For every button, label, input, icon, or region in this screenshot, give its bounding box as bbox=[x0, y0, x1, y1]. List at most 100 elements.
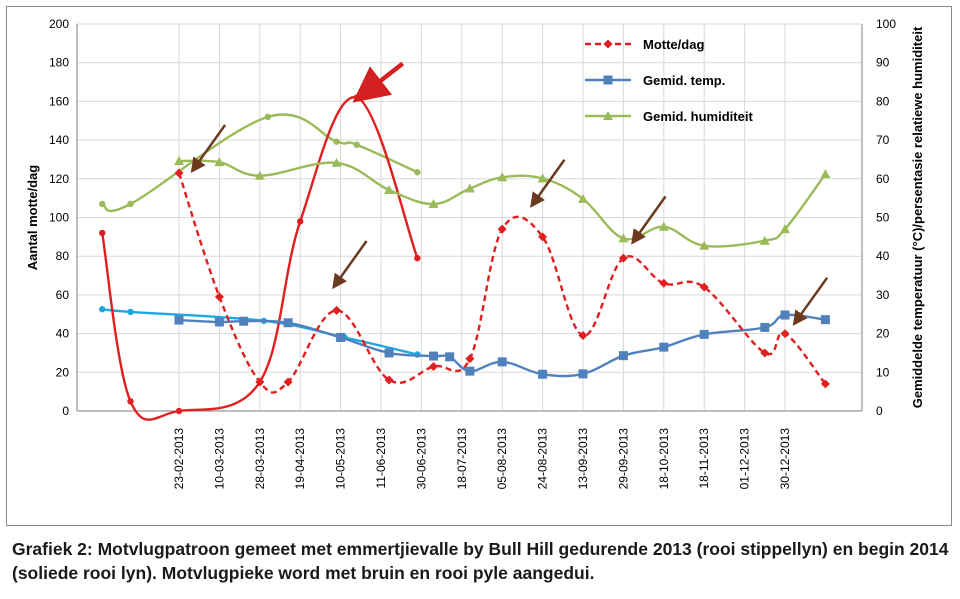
x-tick-label: 28-03-2013 bbox=[253, 428, 267, 490]
x-tick-label: 30-12-2013 bbox=[778, 428, 792, 490]
data-point bbox=[780, 310, 790, 320]
x-tick-label: 30-06-2013 bbox=[414, 428, 428, 490]
data-point bbox=[578, 193, 588, 203]
data-point bbox=[384, 375, 394, 385]
data-point bbox=[538, 369, 548, 379]
series-line bbox=[178, 159, 827, 248]
data-point bbox=[214, 317, 224, 327]
data-point bbox=[659, 342, 669, 352]
y-right-axis-title: Gemiddelde temperatuur (°C)/persentasie … bbox=[910, 26, 925, 408]
data-point bbox=[537, 173, 548, 183]
y-right-tick-label: 40 bbox=[876, 249, 890, 263]
legend-entry: Motte/dag bbox=[585, 37, 704, 52]
red-arrow bbox=[352, 61, 405, 103]
data-point bbox=[214, 157, 225, 167]
y-left-tick-label: 120 bbox=[49, 172, 69, 186]
data-point bbox=[465, 366, 475, 376]
data-point bbox=[429, 361, 439, 371]
y-right-tick-label: 0 bbox=[876, 404, 883, 418]
x-tick-label: 05-08-2013 bbox=[495, 428, 509, 490]
x-tick-label: 18-11-2013 bbox=[697, 428, 711, 489]
data-point bbox=[297, 218, 304, 225]
x-tick-label: 13-09-2013 bbox=[576, 428, 590, 490]
series bbox=[99, 94, 831, 421]
data-point bbox=[699, 329, 709, 339]
y-left-axis-title: Aantal motte/dag bbox=[25, 165, 40, 271]
x-tick-label: 10-03-2013 bbox=[212, 428, 226, 490]
legend-label: Motte/dag bbox=[643, 37, 704, 52]
y-left-tick-label: 20 bbox=[56, 365, 70, 379]
brown-arrow bbox=[332, 240, 368, 290]
y-left-tick-label: 100 bbox=[49, 211, 69, 225]
y-right-tick-label: 80 bbox=[876, 94, 890, 108]
data-point bbox=[603, 75, 613, 85]
data-point bbox=[658, 221, 669, 231]
y-left-tick-label: 160 bbox=[49, 94, 69, 108]
series-motte-dag bbox=[174, 168, 830, 394]
chart-caption: Grafiek 2: Motvlugpatroon gemeet met emm… bbox=[12, 539, 949, 583]
data-point bbox=[618, 253, 628, 263]
data-point bbox=[659, 278, 669, 288]
data-point bbox=[820, 315, 830, 325]
y-right-tick-label: 20 bbox=[876, 327, 890, 341]
data-point bbox=[465, 354, 475, 364]
data-point bbox=[353, 94, 360, 101]
brown-arrow bbox=[530, 159, 566, 208]
series-line bbox=[177, 172, 827, 394]
data-point bbox=[429, 351, 439, 361]
y-left-tick-label: 0 bbox=[62, 404, 69, 418]
x-tick-label: 23-02-2013 bbox=[172, 428, 186, 490]
data-point bbox=[333, 138, 340, 145]
series-unnamed-5 bbox=[99, 113, 421, 213]
data-point bbox=[538, 232, 548, 242]
y-right-tick-label: 90 bbox=[876, 56, 890, 70]
data-point bbox=[384, 185, 395, 195]
legend-label: Gemid. humiditeit bbox=[643, 109, 753, 124]
x-tick-label: 29-09-2013 bbox=[616, 428, 630, 490]
grid-lines bbox=[77, 23, 862, 411]
y-left-tick-label: 80 bbox=[56, 249, 70, 263]
chart-frame: 0 20 40 60 80 100 120 140 160 180 200 23-02-2013 10-… bbox=[6, 6, 952, 526]
data-point bbox=[760, 322, 770, 332]
y-right-tick-label: 70 bbox=[876, 133, 890, 147]
x-tick-label: 24-08-2013 bbox=[536, 428, 550, 490]
data-point bbox=[780, 224, 790, 234]
data-point bbox=[780, 329, 790, 339]
legend-entry: Gemid. temp. bbox=[585, 73, 725, 88]
data-point bbox=[127, 200, 134, 208]
data-point bbox=[331, 157, 342, 167]
y-left-tick-label: 40 bbox=[56, 327, 70, 341]
x-tick-label: 11-06-2013 bbox=[374, 428, 388, 489]
legend-label: Gemid. temp. bbox=[643, 73, 725, 88]
data-point bbox=[99, 200, 106, 208]
x-tick-label: 01-12-2013 bbox=[738, 428, 752, 490]
data-point bbox=[603, 111, 613, 120]
data-point bbox=[414, 254, 421, 262]
data-point bbox=[264, 113, 272, 121]
data-point bbox=[699, 240, 710, 250]
legend: Motte/dag Gemid. temp. Gemid. humiditeit bbox=[585, 37, 753, 124]
data-point bbox=[618, 351, 628, 361]
data-point bbox=[384, 348, 394, 358]
data-point bbox=[283, 377, 293, 387]
data-point bbox=[99, 306, 106, 313]
y-left-tick-label: 200 bbox=[49, 17, 69, 31]
data-point bbox=[414, 169, 421, 176]
data-point bbox=[99, 229, 106, 237]
series-gemid-humiditeit bbox=[174, 155, 831, 250]
y-right-tick-label: 10 bbox=[876, 365, 890, 379]
data-point bbox=[618, 233, 629, 243]
data-point bbox=[353, 141, 360, 148]
data-point bbox=[603, 39, 613, 49]
data-point bbox=[464, 183, 475, 193]
data-point bbox=[760, 348, 770, 358]
data-point bbox=[336, 332, 346, 342]
brown-arrow bbox=[792, 277, 829, 326]
x-tick-label: 18-07-2013 bbox=[455, 428, 469, 490]
data-point bbox=[820, 379, 830, 389]
brown-arrow bbox=[631, 195, 667, 245]
y-left-tick-label: 140 bbox=[49, 133, 69, 147]
data-point bbox=[283, 318, 293, 328]
